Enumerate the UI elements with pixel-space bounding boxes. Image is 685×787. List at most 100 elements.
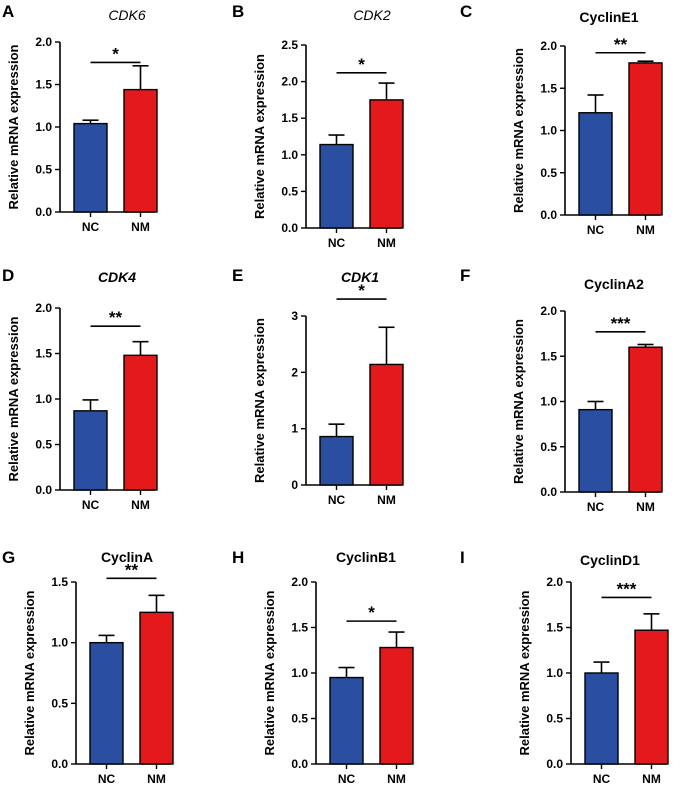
panel-letter-a: A [2,2,14,21]
y-tick-label-h-4: 2.0 [291,575,308,589]
y-tick-label-b-1: 0.5 [281,184,298,198]
category-label-i-nm: NM [642,772,661,786]
y-axis-label-h: Relative mRNA expression [262,590,277,755]
y-tick-label-h-3: 1.5 [291,621,308,635]
panel-letter-c: C [460,2,472,21]
panel-letter-e: E [232,266,243,285]
category-label-e-nc: NC [328,493,346,507]
y-tick-label-b-4: 2.0 [281,75,298,89]
y-tick-label-b-2: 1.0 [281,148,298,162]
y-tick-label-i-3: 1.5 [546,621,563,635]
bar-i-nm [634,629,669,765]
significance-label-i: *** [617,579,637,598]
bar-e-nc [319,435,354,486]
y-tick-label-b-3: 1.5 [281,111,298,125]
y-tick-label-c-3: 1.5 [540,81,557,95]
chart-title-f: CyclinA2 [584,276,644,292]
y-tick-label-e-2: 2 [291,365,298,379]
y-axis-label-g: Relative mRNA expression [22,590,37,755]
y-tick-label-g-3: 1.5 [51,575,68,589]
bar-d-nc [73,410,108,491]
category-label-e-nm: NM [377,493,396,507]
y-axis-label-f: Relative mRNA expression [511,319,526,484]
y-tick-label-b-0: 0.0 [281,221,298,235]
y-tick-label-h-2: 1.0 [291,666,308,680]
y-tick-label-f-4: 2.0 [540,304,557,318]
y-tick-label-f-3: 1.5 [540,349,557,363]
y-tick-label-f-0: 0.0 [540,485,557,499]
category-label-a-nm: NM [131,220,150,234]
chart-title-g: CyclinA [101,549,153,565]
bar-a-nm [123,88,158,213]
significance-label-h: * [368,603,375,622]
bar-h-nc [329,676,364,765]
panel-letter-f: F [460,266,470,285]
y-axis-label-b: Relative mRNA expression [252,54,267,219]
y-tick-label-e-3: 3 [291,309,298,323]
category-label-h-nc: NC [338,772,356,786]
bar-e-nm [369,363,404,486]
y-tick-label-e-0: 0 [291,478,298,492]
y-axis-label-a: Relative mRNA expression [6,44,21,209]
y-axis-label-i: Relative mRNA expression [517,590,532,755]
y-tick-label-a-4: 2.0 [35,35,52,49]
chart-title-b: CDK2 [353,7,391,23]
category-label-g-nm: NM [147,772,166,786]
chart-title-d: CDK4 [98,269,136,285]
y-tick-label-i-0: 0.0 [546,757,563,771]
bar-h-nm [379,646,414,765]
bar-d-nm [123,354,158,491]
bar-f-nm [628,346,663,493]
bar-f-nc [578,408,613,493]
bar-b-nm [369,99,404,229]
significance-label-f: *** [611,314,631,333]
bar-i-nc [584,672,619,765]
y-axis-label-e: Relative mRNA expression [252,318,267,483]
category-label-d-nc: NC [82,498,100,512]
y-tick-label-d-2: 1.0 [35,392,52,406]
y-tick-label-a-3: 1.5 [35,78,52,92]
bar-g-nm [139,611,174,765]
y-tick-label-i-2: 1.0 [546,666,563,680]
panel-letter-h: H [232,548,244,567]
significance-label-e: * [358,281,365,300]
category-label-b-nc: NC [328,236,346,250]
category-label-b-nm: NM [377,236,396,250]
bar-g-nc [89,641,124,765]
category-label-g-nc: NC [98,772,116,786]
category-label-i-nc: NC [593,772,611,786]
y-tick-label-c-1: 0.5 [540,166,557,180]
y-tick-label-h-0: 0.0 [291,757,308,771]
y-tick-label-g-2: 1.0 [51,636,68,650]
bar-c-nc [578,112,613,216]
category-label-f-nc: NC [587,500,605,514]
category-label-h-nm: NM [387,772,406,786]
y-tick-label-h-1: 0.5 [291,712,308,726]
bar-b-nc [319,143,354,229]
y-tick-label-e-1: 1 [291,422,298,436]
category-label-c-nm: NM [636,223,655,237]
chart-title-e: CDK1 [341,269,379,285]
y-tick-label-c-4: 2.0 [540,39,557,53]
y-axis-label-d: Relative mRNA expression [6,316,21,481]
y-tick-label-a-2: 1.0 [35,120,52,134]
significance-label-g: ** [125,560,139,579]
category-label-c-nc: NC [587,223,605,237]
y-tick-label-g-1: 0.5 [51,696,68,710]
y-tick-label-i-4: 2.0 [546,575,563,589]
significance-label-b: * [358,55,365,74]
bar-c-nm [628,62,663,216]
y-tick-label-f-2: 1.0 [540,395,557,409]
panel-letter-d: D [2,266,14,285]
significance-label-d: ** [109,308,123,327]
bar-a-nc [73,122,108,213]
y-tick-label-c-0: 0.0 [540,208,557,222]
y-tick-label-d-0: 0.0 [35,483,52,497]
significance-label-c: ** [614,35,628,54]
y-tick-label-a-1: 0.5 [35,163,52,177]
y-axis-label-c: Relative mRNA expression [511,48,526,213]
y-tick-label-a-0: 0.0 [35,205,52,219]
panel-letter-b: B [232,2,244,21]
chart-title-a: CDK6 [108,7,146,23]
